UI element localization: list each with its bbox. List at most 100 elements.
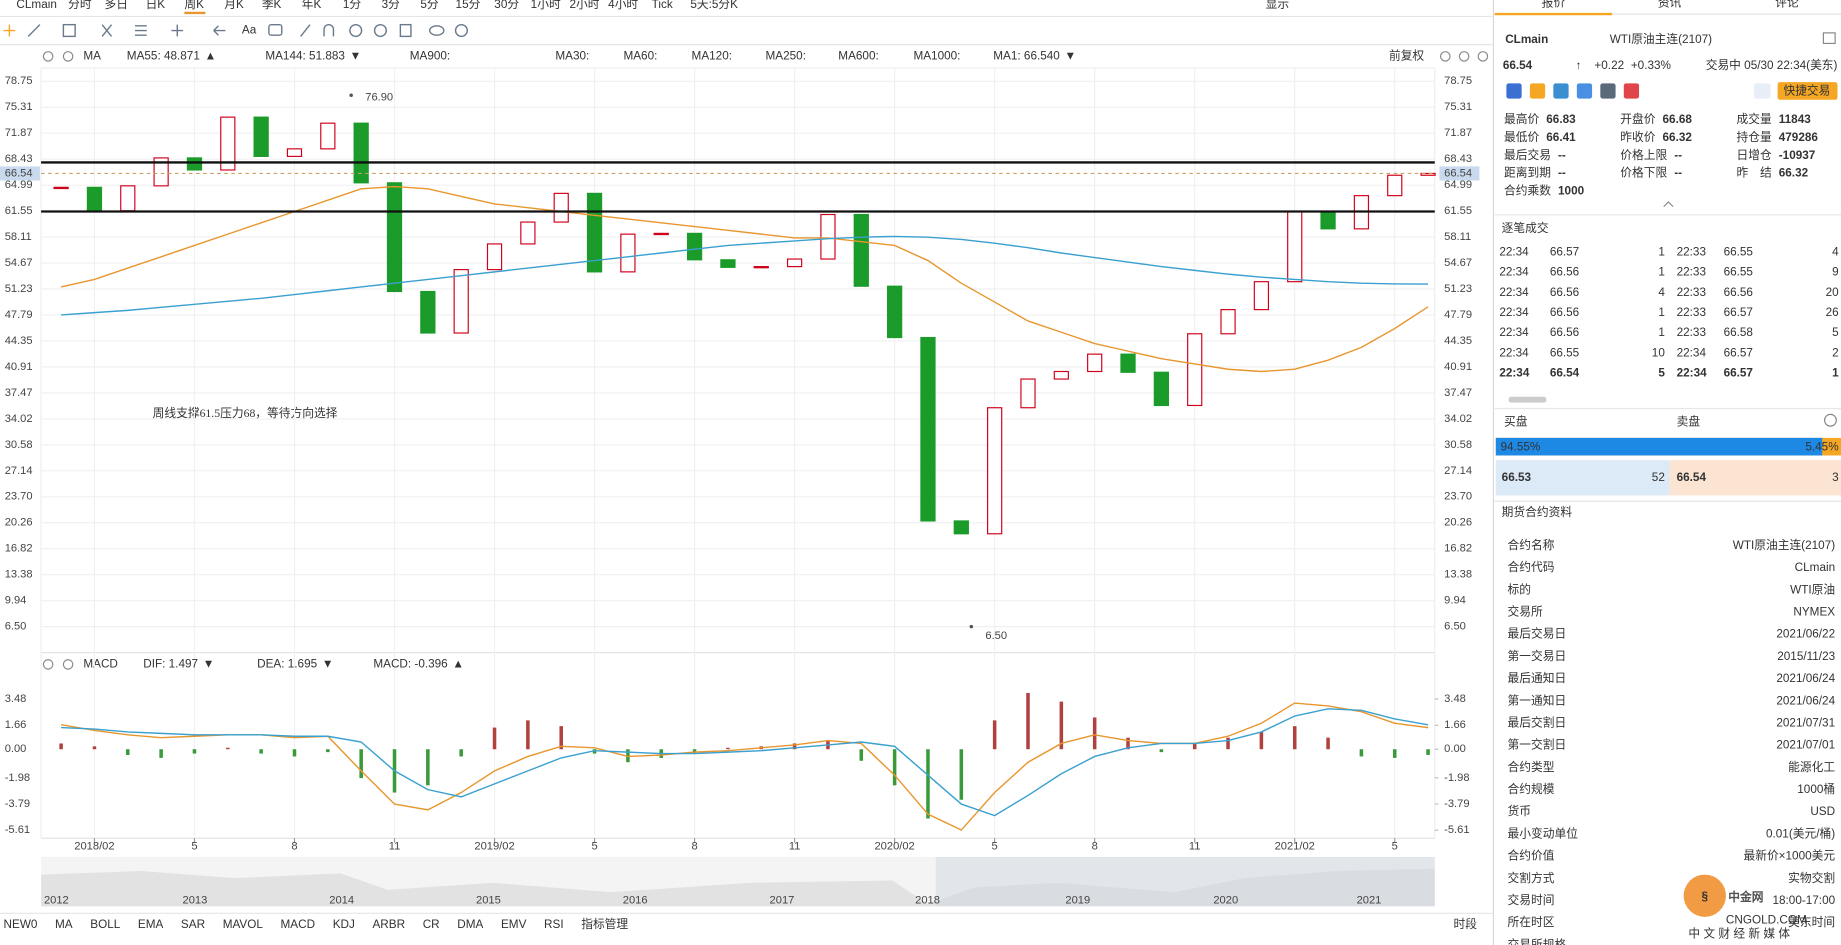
icon-eye[interactable] bbox=[429, 25, 445, 36]
period-tab[interactable]: 2小时 bbox=[569, 0, 599, 11]
indicator-tab[interactable]: CR bbox=[423, 918, 440, 931]
navigator-year: 2012 bbox=[44, 894, 69, 906]
icon-tag[interactable] bbox=[1576, 83, 1593, 99]
period-tab[interactable]: 4小时 bbox=[608, 0, 638, 11]
candle bbox=[153, 157, 169, 187]
quote-tab[interactable]: 评论 bbox=[1775, 0, 1799, 10]
indicator-tab[interactable]: 指标管理 bbox=[581, 917, 628, 931]
icon-lock[interactable] bbox=[349, 23, 363, 38]
icon-window[interactable] bbox=[1822, 32, 1836, 45]
x-tick-label: 11 bbox=[1189, 840, 1201, 852]
trade-cell: 5 bbox=[1832, 326, 1839, 339]
period-tab[interactable]: Tick bbox=[652, 0, 673, 11]
icon-hide[interactable] bbox=[373, 23, 387, 38]
indicator-tab[interactable]: MACD bbox=[281, 918, 316, 931]
icon-settings[interactable] bbox=[454, 23, 468, 38]
icon-delete[interactable] bbox=[399, 23, 412, 38]
icon-pen[interactable] bbox=[300, 24, 311, 37]
spec-key: 合约规模 bbox=[1508, 782, 1555, 796]
icon-close[interactable] bbox=[62, 659, 74, 670]
period-tab[interactable]: 年K bbox=[302, 0, 322, 11]
quick-trade-label[interactable]: 快捷交易 bbox=[1783, 84, 1830, 98]
icon-flash[interactable] bbox=[1529, 83, 1546, 99]
period-tab[interactable]: 5分 bbox=[420, 0, 439, 11]
icon-rect[interactable] bbox=[62, 23, 76, 38]
period-tab[interactable]: 季K bbox=[262, 0, 282, 11]
icon-settings[interactable] bbox=[42, 51, 54, 62]
x-tick-label: 2021/02 bbox=[1275, 840, 1315, 852]
icon-note[interactable] bbox=[268, 23, 283, 36]
indicator-tab[interactable]: MA bbox=[55, 918, 73, 931]
indicator-tab[interactable]: BOLL bbox=[90, 918, 120, 931]
quote-tab[interactable]: 报价 bbox=[1542, 0, 1566, 10]
trade-cell: 4 bbox=[1658, 286, 1665, 299]
session-button[interactable]: 时段 bbox=[1454, 917, 1478, 931]
macd-indicator-name[interactable]: MACD bbox=[83, 658, 118, 671]
spec-value: NYMEX bbox=[1793, 606, 1835, 619]
icon-fib[interactable] bbox=[135, 25, 147, 36]
scrollbar[interactable] bbox=[1508, 396, 1547, 403]
macd-bar bbox=[292, 749, 297, 757]
trade-cell: 22:34 bbox=[1499, 367, 1529, 380]
period-tab[interactable]: 3分 bbox=[382, 0, 401, 11]
spec-key: 所在时区 bbox=[1508, 916, 1555, 929]
macd-bar bbox=[692, 749, 697, 754]
indicator-tab[interactable]: SAR bbox=[181, 918, 205, 931]
icon-add[interactable] bbox=[1477, 51, 1489, 62]
navigator-window[interactable] bbox=[935, 856, 1435, 907]
y-tick-label-left: 6.50 bbox=[5, 621, 27, 633]
adjust-mode[interactable]: 前复权 bbox=[1389, 48, 1424, 62]
indicator-tab[interactable]: MAVOL bbox=[223, 918, 264, 931]
indicator-tab[interactable]: ARBR bbox=[372, 918, 405, 931]
icon-collapse[interactable] bbox=[1663, 201, 1674, 208]
period-tab[interactable]: 5天:5分K bbox=[690, 0, 738, 11]
icon-minimize[interactable] bbox=[1458, 51, 1470, 62]
symbol-tab[interactable]: CLmain bbox=[16, 0, 56, 11]
indicator-tab[interactable]: EMA bbox=[138, 918, 164, 931]
indicator-tab[interactable]: RSI bbox=[544, 918, 564, 931]
indicator-tab[interactable]: DMA bbox=[457, 918, 483, 931]
icon-flag[interactable] bbox=[1506, 83, 1522, 99]
icon-help[interactable] bbox=[1823, 413, 1837, 427]
icon-chart[interactable] bbox=[1553, 83, 1569, 99]
feature-icons[interactable] bbox=[1506, 83, 1771, 99]
quick-trade-button[interactable] bbox=[1777, 82, 1838, 100]
drawing-tools[interactable] bbox=[3, 23, 468, 38]
trade-cell: 22:34 bbox=[1499, 326, 1529, 339]
spec-key: 交易时间 bbox=[1508, 893, 1555, 907]
trade-cell: 22:33 bbox=[1677, 266, 1707, 279]
quote-tab[interactable]: 资讯 bbox=[1658, 0, 1682, 10]
trade-cell: 66.55 bbox=[1724, 266, 1754, 279]
icon-heart[interactable] bbox=[1623, 83, 1640, 99]
icon-doc[interactable] bbox=[1600, 83, 1616, 99]
icon-help[interactable] bbox=[1440, 51, 1451, 62]
period-tab[interactable]: 30分 bbox=[494, 0, 519, 11]
icon-magnet[interactable] bbox=[323, 24, 335, 37]
icon-back[interactable] bbox=[213, 25, 226, 36]
ma-indicator-name[interactable]: MA bbox=[83, 49, 101, 62]
period-tab[interactable]: 1小时 bbox=[531, 0, 561, 11]
ma-legend: MA900: bbox=[410, 49, 450, 62]
icon-close[interactable] bbox=[62, 51, 74, 62]
macd-bar bbox=[92, 746, 97, 750]
icon-bell[interactable] bbox=[1754, 83, 1771, 99]
icon-line[interactable] bbox=[27, 24, 41, 37]
icon-measure[interactable] bbox=[171, 24, 184, 37]
period-tab[interactable]: 周K bbox=[184, 0, 204, 11]
period-tab[interactable]: 月K bbox=[224, 0, 244, 11]
period-tab[interactable]: 日K bbox=[146, 0, 166, 11]
indicator-tab[interactable]: EMV bbox=[501, 918, 527, 931]
period-tab[interactable]: 1分 bbox=[343, 0, 362, 11]
indicator-tab[interactable]: KDJ bbox=[333, 918, 355, 931]
icon-fork[interactable] bbox=[101, 24, 113, 37]
indicator-tab[interactable]: NEW0 bbox=[4, 918, 38, 931]
icon-settings[interactable] bbox=[42, 659, 54, 670]
period-tab[interactable]: 15分 bbox=[456, 0, 481, 11]
y-tick-label-right: 3.48 bbox=[1444, 693, 1466, 705]
display-menu[interactable]: 显示 bbox=[1266, 0, 1290, 11]
period-tab[interactable]: 多日 bbox=[104, 0, 127, 11]
icon-crosshair[interactable] bbox=[3, 24, 16, 37]
period-tab[interactable]: 分时 bbox=[68, 0, 92, 11]
icon-text[interactable]: Aa bbox=[242, 24, 257, 37]
stat-label: 昨收价 bbox=[1620, 130, 1655, 144]
